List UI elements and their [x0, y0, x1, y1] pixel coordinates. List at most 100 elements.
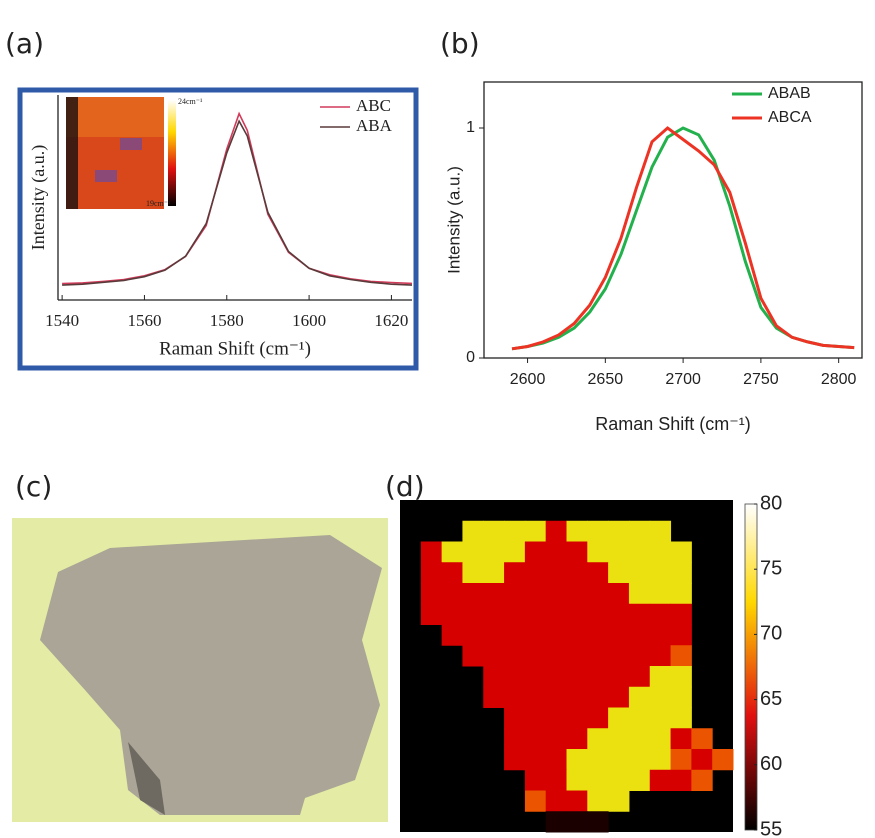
heatmap-cell	[545, 541, 567, 563]
heatmap-cell	[524, 686, 547, 708]
x-tick-label: 1580	[210, 311, 244, 330]
heatmap-cell	[628, 749, 651, 771]
heatmap-cell	[608, 728, 630, 750]
heatmap-cell	[670, 728, 692, 750]
heatmap-cell	[628, 562, 651, 584]
heatmap-cell	[566, 811, 588, 833]
heatmap-cell	[608, 583, 630, 605]
heatmap-cell	[670, 666, 692, 688]
heatmap-cell	[483, 666, 505, 688]
heatmap-cell	[566, 707, 588, 729]
heatmap-cell	[670, 624, 692, 646]
x-tick-label: 2750	[743, 371, 779, 388]
heatmap-cell	[608, 769, 630, 791]
plot-frame	[483, 81, 863, 359]
heatmap-cell	[420, 583, 443, 605]
inset-marker	[95, 170, 117, 182]
heatmap-cell	[670, 603, 692, 625]
heatmap-cell	[524, 707, 547, 729]
heatmap-cell	[587, 790, 609, 812]
heatmap-cell	[524, 645, 547, 667]
heatmap-cell	[649, 645, 672, 667]
heatmap-cell	[441, 583, 463, 605]
heatmap-cell	[441, 562, 463, 584]
heatmap-cell	[504, 707, 526, 729]
heatmap-cell	[462, 562, 484, 584]
inset-colorbar-label: 19cm⁻¹	[146, 199, 171, 208]
x-axis-label: Raman Shift (cm⁻¹)	[159, 338, 311, 359]
heatmap-cell	[545, 790, 567, 812]
heatmap-cell	[524, 624, 547, 646]
heatmap-cell	[462, 520, 484, 542]
colorbar-tick-label: 75	[760, 557, 782, 579]
heatmap-cell	[628, 520, 651, 542]
heatmap-cell	[649, 769, 672, 791]
heatmap-cell	[483, 686, 505, 708]
x-tick-label: 2700	[665, 371, 701, 388]
heatmap-cell	[462, 541, 484, 563]
heatmap-cell	[504, 583, 526, 605]
heatmap-cell	[712, 749, 734, 771]
flake-edge	[128, 742, 165, 815]
heatmap-cell	[566, 603, 588, 625]
heatmap-cell	[608, 520, 630, 542]
x-tick-label: 1540	[45, 311, 79, 330]
series-line	[511, 126, 855, 351]
panel-label: (a)	[5, 27, 44, 60]
x-tick-label: 2650	[588, 371, 624, 388]
y-tick-label: 0	[466, 349, 475, 366]
heatmap-cell	[670, 583, 692, 605]
heatmap-cell	[670, 749, 692, 771]
heatmap-cell	[504, 520, 526, 542]
heatmap-cell	[587, 811, 609, 833]
inset-marker	[120, 138, 142, 150]
heatmap-cell	[628, 645, 651, 667]
heatmap-cell	[420, 541, 443, 563]
heatmap-cell	[462, 624, 484, 646]
heatmap-cell	[545, 686, 567, 708]
colorbar-tick-label: 65	[760, 688, 782, 710]
heatmap-cell	[545, 666, 567, 688]
x-tick-label: 1560	[127, 311, 161, 330]
heatmap-cell	[545, 728, 567, 750]
heatmap-cell	[649, 520, 672, 542]
heatmap-cell	[628, 603, 651, 625]
colorbar-tick-label: 60	[760, 753, 782, 775]
heatmap-cell	[670, 686, 692, 708]
inset-colorbar	[168, 100, 176, 206]
heatmap-cell	[628, 686, 651, 708]
y-axis-label: Intensity (a.u.)	[28, 145, 49, 250]
heatmap-cell	[545, 645, 567, 667]
colorbar-tick-label: 70	[760, 623, 782, 645]
heatmap-cell	[587, 583, 609, 605]
heatmap-cell	[483, 562, 505, 584]
x-tick-label: 1600	[292, 311, 326, 330]
heatmap-cell	[566, 562, 588, 584]
heatmap-cell	[545, 603, 567, 625]
heatmap-cell	[524, 562, 547, 584]
heatmap-cell	[524, 790, 547, 812]
legend-label: ABCA	[768, 109, 812, 126]
heatmap-cell	[587, 707, 609, 729]
heatmap-cell	[462, 645, 484, 667]
x-axis-label: Raman Shift (cm⁻¹)	[595, 414, 751, 434]
heatmap-cell	[545, 624, 567, 646]
heatmap-cell	[608, 603, 630, 625]
heatmap-cell	[670, 541, 692, 563]
series-line	[511, 126, 855, 351]
heatmap-cell	[670, 562, 692, 584]
heatmap-cell	[566, 666, 588, 688]
heatmap-cell	[441, 603, 463, 625]
heatmap-cell	[524, 541, 547, 563]
heatmap-cell	[649, 707, 672, 729]
heatmap-cell	[670, 645, 692, 667]
heatmap-cell	[691, 769, 713, 791]
heatmap-cell	[628, 541, 651, 563]
heatmap-cell	[504, 603, 526, 625]
heatmap-cell	[566, 686, 588, 708]
heatmap-cell	[524, 728, 547, 750]
x-tick-label: 2800	[821, 371, 857, 388]
heatmap-cell	[587, 686, 609, 708]
heatmap-cell	[504, 666, 526, 688]
heatmap-cell	[524, 583, 547, 605]
